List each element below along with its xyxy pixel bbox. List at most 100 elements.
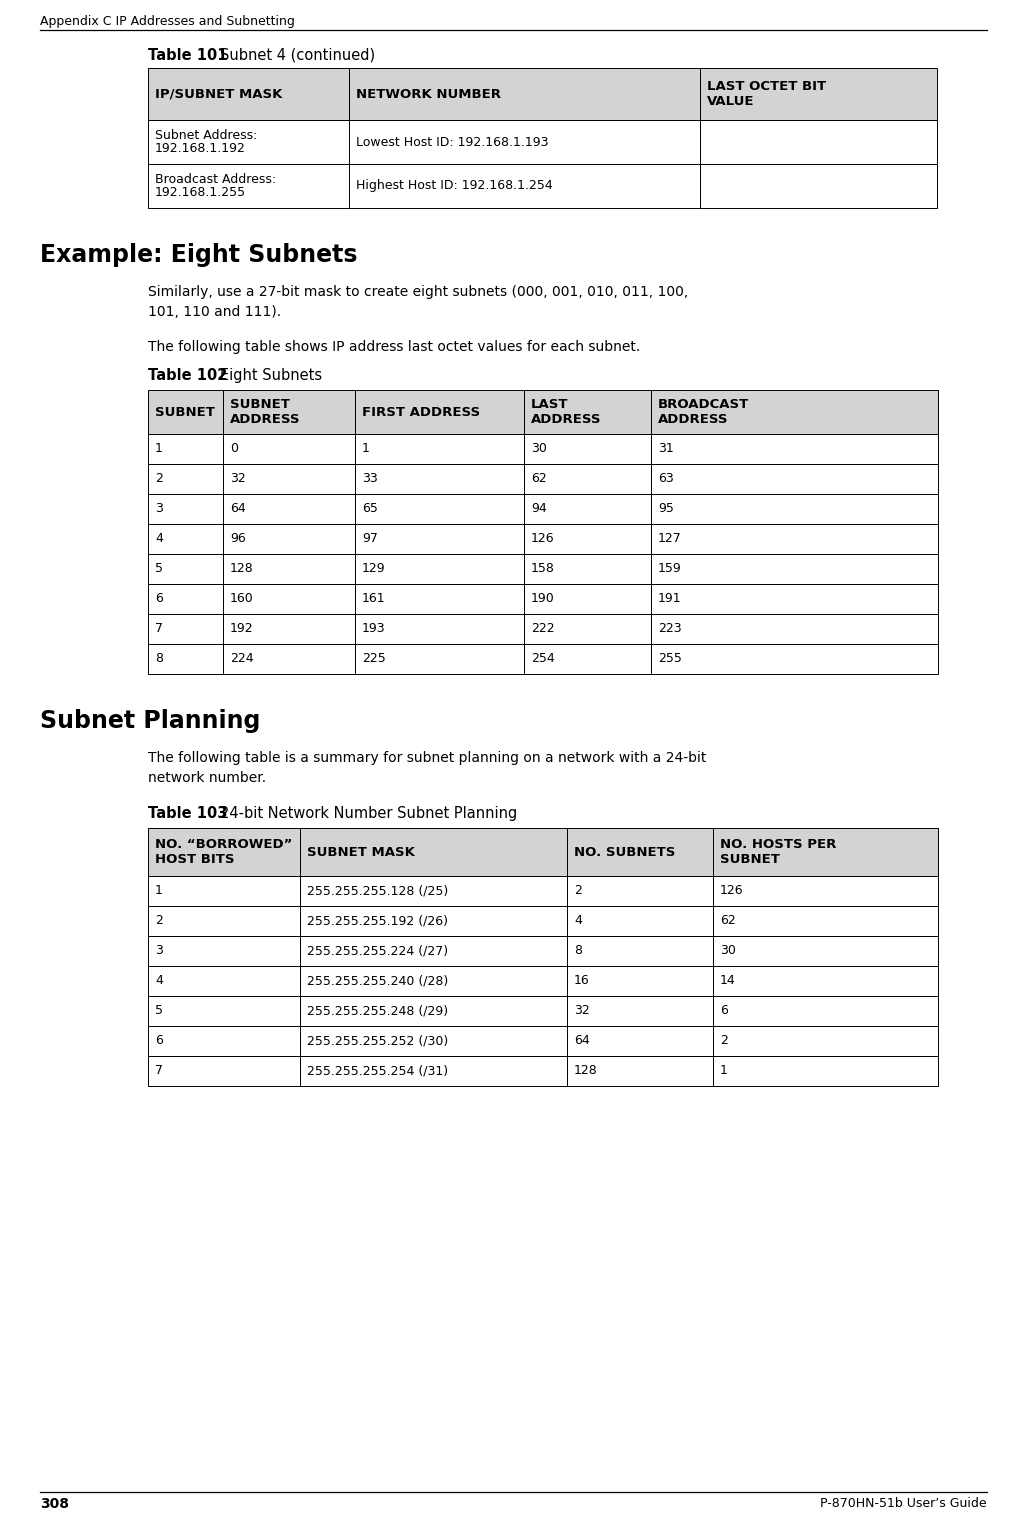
- Text: 7: 7: [155, 622, 163, 636]
- Text: 224: 224: [230, 652, 254, 666]
- Bar: [651, 555, 938, 584]
- Text: 255: 255: [658, 652, 682, 666]
- Text: 128: 128: [230, 562, 254, 576]
- Bar: [713, 905, 938, 936]
- Text: 14: 14: [720, 974, 735, 988]
- Bar: [355, 463, 524, 494]
- Text: 192.168.1.255: 192.168.1.255: [155, 186, 246, 200]
- Text: 255.255.255.248 (/29): 255.255.255.248 (/29): [307, 1004, 448, 1018]
- Bar: [713, 876, 938, 905]
- Bar: [524, 645, 651, 674]
- Text: NETWORK NUMBER: NETWORK NUMBER: [356, 87, 501, 101]
- Text: 6: 6: [155, 1035, 163, 1047]
- Bar: [148, 494, 223, 524]
- Text: 255.255.255.224 (/27): 255.255.255.224 (/27): [307, 945, 448, 957]
- Text: 223: 223: [658, 622, 682, 636]
- Bar: [567, 828, 713, 876]
- Bar: [148, 905, 300, 936]
- Text: 255.255.255.254 (/31): 255.255.255.254 (/31): [307, 1064, 448, 1077]
- Text: LAST OCTET BIT: LAST OCTET BIT: [707, 81, 826, 93]
- Bar: [223, 524, 355, 555]
- Text: FIRST ADDRESS: FIRST ADDRESS: [362, 405, 481, 419]
- Text: 255.255.255.240 (/28): 255.255.255.240 (/28): [307, 974, 448, 988]
- Text: NO. “BORROWED”: NO. “BORROWED”: [155, 838, 293, 852]
- Text: 126: 126: [720, 884, 744, 898]
- Text: 190: 190: [531, 593, 555, 605]
- Text: 62: 62: [531, 472, 546, 486]
- Text: 33: 33: [362, 472, 378, 486]
- Text: 160: 160: [230, 593, 254, 605]
- Bar: [148, 1056, 300, 1087]
- Bar: [148, 463, 223, 494]
- Bar: [148, 69, 349, 120]
- Text: LAST: LAST: [531, 398, 569, 411]
- Text: HOST BITS: HOST BITS: [155, 852, 234, 866]
- Text: 129: 129: [362, 562, 385, 576]
- Text: Subnet Address:: Subnet Address:: [155, 128, 258, 142]
- Bar: [223, 555, 355, 584]
- Text: 308: 308: [40, 1497, 69, 1510]
- Bar: [148, 165, 349, 207]
- Bar: [567, 1026, 713, 1056]
- Text: 2: 2: [155, 472, 163, 486]
- Bar: [148, 614, 223, 645]
- Bar: [355, 434, 524, 463]
- Text: 0: 0: [230, 442, 238, 456]
- Bar: [148, 645, 223, 674]
- Text: Similarly, use a 27-bit mask to create eight subnets (000, 001, 010, 011, 100,
1: Similarly, use a 27-bit mask to create e…: [148, 285, 688, 319]
- Bar: [349, 165, 700, 207]
- Text: 225: 225: [362, 652, 386, 666]
- Bar: [223, 645, 355, 674]
- Bar: [713, 828, 938, 876]
- Text: Subnet 4 (continued): Subnet 4 (continued): [220, 47, 375, 62]
- Text: 158: 158: [531, 562, 555, 576]
- Bar: [567, 905, 713, 936]
- Bar: [713, 997, 938, 1026]
- Text: Table 101: Table 101: [148, 47, 228, 62]
- Bar: [713, 966, 938, 997]
- Text: 2: 2: [574, 884, 582, 898]
- Text: Appendix C IP Addresses and Subnetting: Appendix C IP Addresses and Subnetting: [40, 15, 295, 27]
- Text: 30: 30: [720, 945, 736, 957]
- Text: 63: 63: [658, 472, 674, 486]
- Text: SUBNET MASK: SUBNET MASK: [307, 846, 415, 858]
- Bar: [355, 524, 524, 555]
- Text: IP/SUBNET MASK: IP/SUBNET MASK: [155, 87, 282, 101]
- Text: BROADCAST: BROADCAST: [658, 398, 750, 411]
- Text: 64: 64: [230, 503, 245, 515]
- Bar: [300, 997, 567, 1026]
- Bar: [567, 1056, 713, 1087]
- Text: 2: 2: [155, 914, 163, 928]
- Bar: [148, 555, 223, 584]
- Bar: [223, 463, 355, 494]
- Text: The following table is a summary for subnet planning on a network with a 24-bit
: The following table is a summary for sub…: [148, 751, 707, 785]
- Bar: [524, 555, 651, 584]
- Text: 126: 126: [531, 532, 555, 546]
- Text: 16: 16: [574, 974, 589, 988]
- Bar: [223, 434, 355, 463]
- Bar: [651, 645, 938, 674]
- Text: 161: 161: [362, 593, 385, 605]
- Bar: [349, 120, 700, 165]
- Bar: [148, 524, 223, 555]
- Text: 255.255.255.252 (/30): 255.255.255.252 (/30): [307, 1035, 448, 1047]
- Text: 64: 64: [574, 1035, 589, 1047]
- Bar: [713, 1026, 938, 1056]
- Text: Broadcast Address:: Broadcast Address:: [155, 172, 276, 186]
- Bar: [651, 434, 938, 463]
- Text: 94: 94: [531, 503, 546, 515]
- Text: 7: 7: [155, 1064, 163, 1077]
- Bar: [567, 966, 713, 997]
- Text: 192.168.1.192: 192.168.1.192: [155, 142, 245, 155]
- Text: 191: 191: [658, 593, 682, 605]
- Bar: [355, 555, 524, 584]
- Text: 5: 5: [155, 562, 163, 576]
- Text: 3: 3: [155, 945, 163, 957]
- Text: VALUE: VALUE: [707, 94, 755, 108]
- Text: 255.255.255.192 (/26): 255.255.255.192 (/26): [307, 914, 448, 928]
- Bar: [148, 584, 223, 614]
- Bar: [355, 494, 524, 524]
- Text: 128: 128: [574, 1064, 598, 1077]
- Text: ADDRESS: ADDRESS: [658, 413, 728, 425]
- Bar: [300, 936, 567, 966]
